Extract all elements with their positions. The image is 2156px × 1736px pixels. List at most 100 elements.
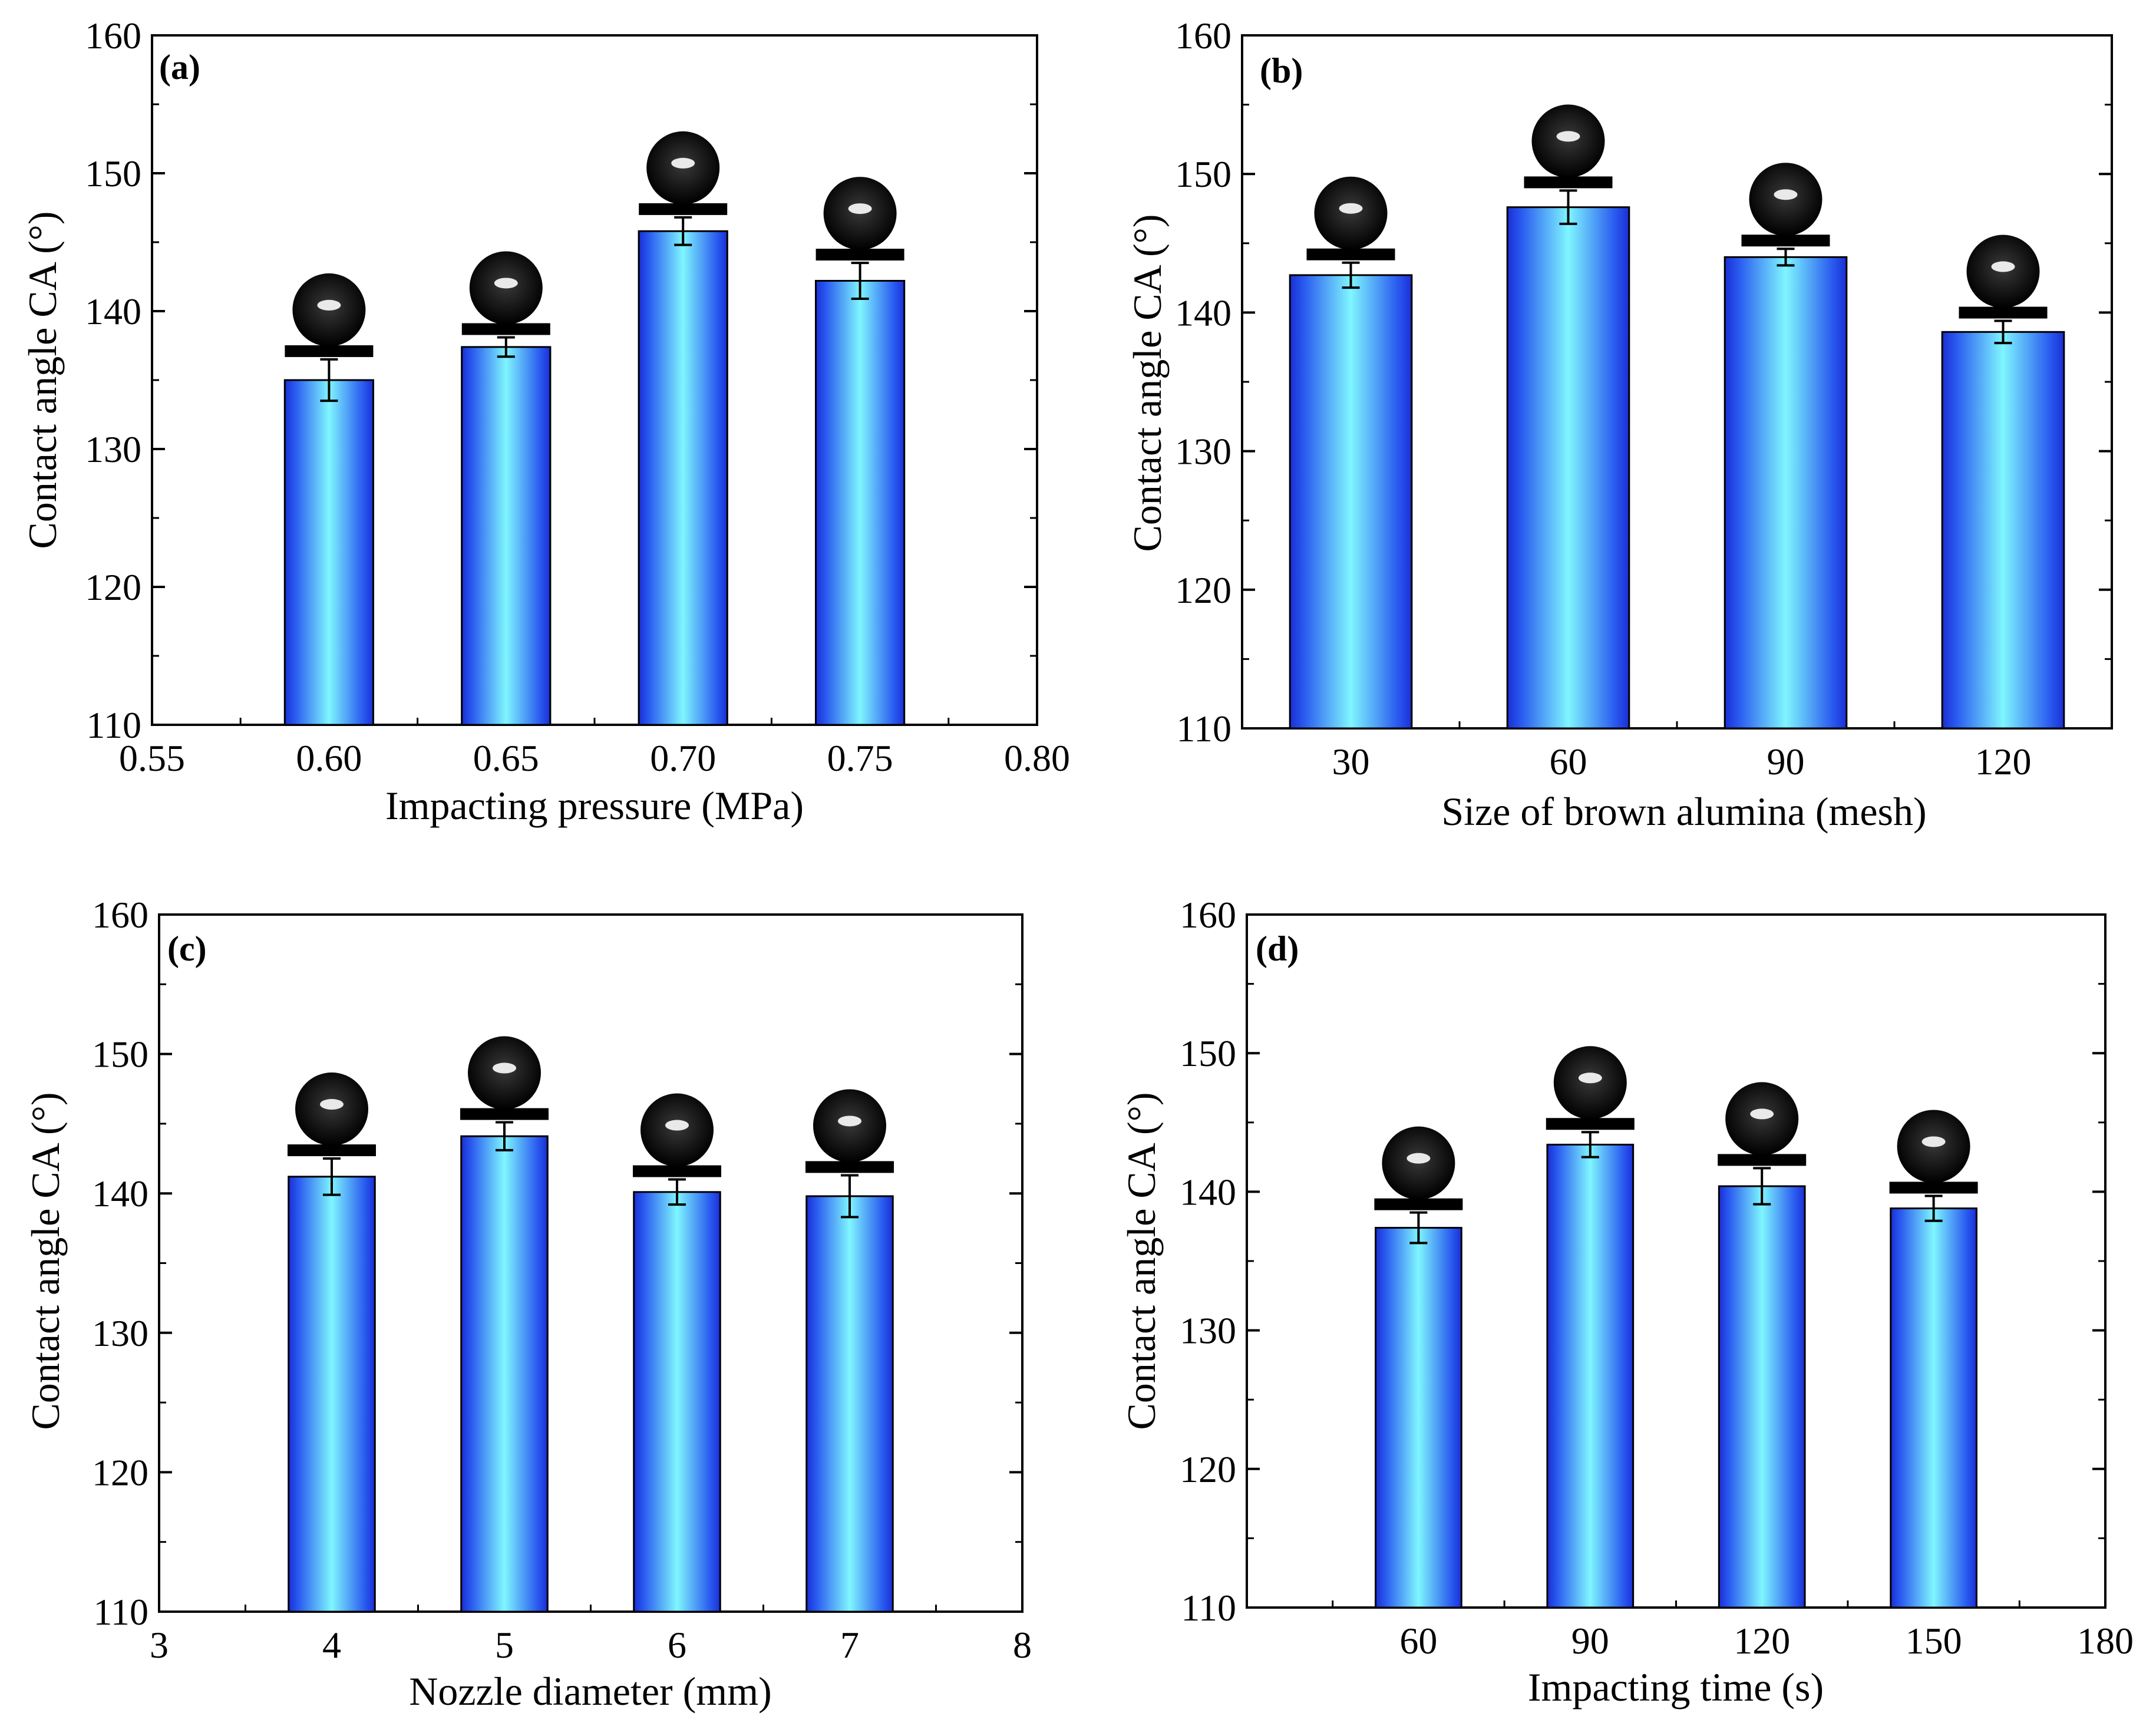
x-tick-label: 0.55 bbox=[119, 737, 185, 779]
y-tick-label: 120 bbox=[92, 1451, 148, 1493]
x-tick-label: 90 bbox=[1571, 1620, 1609, 1662]
y-tick-label: 130 bbox=[85, 428, 141, 470]
y-tick-label: 110 bbox=[1176, 708, 1231, 750]
x-axis-label: Impacting time (s) bbox=[1528, 1665, 1824, 1709]
bar bbox=[1506, 206, 1630, 730]
x-tick-label: 3 bbox=[150, 1624, 169, 1666]
x-axis-label: Impacting pressure (MPa) bbox=[385, 783, 804, 828]
y-ticks: 110 120 130 140 150 160 bbox=[92, 894, 1022, 1633]
bar bbox=[1375, 1227, 1462, 1609]
y-tick-label: 140 bbox=[1180, 1171, 1236, 1213]
x-tick-label: 6 bbox=[668, 1624, 686, 1666]
y-tick-label: 130 bbox=[1175, 431, 1231, 473]
y-ticks: 110 120 130 140 150 160 bbox=[85, 15, 1037, 746]
y-tick-label: 110 bbox=[1181, 1587, 1236, 1629]
x-tick-label: 7 bbox=[840, 1624, 859, 1666]
bar bbox=[1941, 331, 2065, 730]
droplet-inset bbox=[815, 177, 904, 261]
droplet-highlight-icon bbox=[838, 1115, 861, 1127]
bar bbox=[1724, 256, 1848, 730]
x-ticks: 3 4 5 6 7 8 bbox=[150, 1599, 1032, 1666]
droplet-highlight-icon bbox=[671, 157, 695, 169]
substrate-icon bbox=[285, 345, 374, 357]
substrate-icon bbox=[288, 1144, 376, 1157]
substrate-icon bbox=[461, 323, 550, 335]
x-tick-label: 120 bbox=[1975, 741, 2032, 783]
x-tick-label: 0.80 bbox=[1004, 737, 1070, 779]
panel-d: 110 120 130 140 150 160 60 90 120 150 180 (d) Imp… bbox=[1119, 894, 2134, 1709]
panel-c: 110 120 130 140 150 160 3 4 5 6 7 8 (c) Nozzle dia… bbox=[23, 894, 1032, 1714]
droplet-highlight-icon bbox=[494, 278, 518, 289]
bar bbox=[638, 230, 728, 726]
y-tick-label: 160 bbox=[85, 15, 141, 57]
y-axis-label: Contact angle CA (°) bbox=[1125, 214, 1170, 552]
droplet-inset bbox=[1374, 1126, 1463, 1210]
panel-label: (c) bbox=[167, 929, 207, 968]
y-tick-label: 130 bbox=[92, 1312, 148, 1354]
bar bbox=[805, 1195, 894, 1613]
droplet-inset bbox=[1718, 1082, 1807, 1166]
y-tick-label: 120 bbox=[1180, 1448, 1236, 1490]
y-tick-label: 150 bbox=[1175, 153, 1231, 195]
substrate-icon bbox=[1741, 235, 1830, 247]
y-axis-label: Contact angle CA (°) bbox=[1119, 1093, 1164, 1430]
droplet-inset bbox=[1959, 235, 2048, 319]
substrate-icon bbox=[460, 1108, 549, 1120]
y-tick-label: 120 bbox=[85, 566, 141, 608]
droplet-inset bbox=[1741, 163, 1830, 247]
substrate-icon bbox=[639, 203, 728, 215]
droplet-highlight-icon bbox=[317, 299, 341, 311]
droplet-inset bbox=[1306, 176, 1395, 260]
y-ticks: 110 120 130 140 150 160 bbox=[1175, 15, 2112, 750]
x-tick-label: 60 bbox=[1399, 1620, 1437, 1662]
droplet-inset bbox=[1524, 104, 1613, 189]
y-tick-label: 150 bbox=[1180, 1032, 1236, 1074]
droplet-inset bbox=[460, 1036, 549, 1120]
droplet-inset bbox=[461, 251, 550, 335]
y-tick-label: 140 bbox=[92, 1173, 148, 1214]
panel-b: 110 120 130 140 150 160 30 60 90 120 (b) Size of… bbox=[1125, 15, 2113, 834]
panel-label: (d) bbox=[1256, 929, 1299, 968]
bar bbox=[815, 280, 906, 726]
panel-label: (b) bbox=[1260, 51, 1303, 90]
bar bbox=[1890, 1207, 1977, 1609]
bar bbox=[1546, 1143, 1635, 1609]
substrate-icon bbox=[805, 1161, 894, 1173]
x-tick-label: 120 bbox=[1734, 1620, 1790, 1662]
x-ticks: 0.55 0.60 0.65 0.70 0.75 0.80 bbox=[119, 712, 1070, 779]
droplet-highlight-icon bbox=[320, 1099, 344, 1110]
droplet-inset bbox=[639, 131, 728, 215]
bar bbox=[1718, 1185, 1806, 1609]
x-tick-label: 90 bbox=[1767, 741, 1805, 783]
y-tick-label: 110 bbox=[86, 704, 141, 746]
droplet-highlight-icon bbox=[1991, 261, 2015, 272]
bars bbox=[1289, 104, 2065, 730]
x-tick-label: 0.70 bbox=[650, 737, 716, 779]
y-tick-label: 140 bbox=[1175, 292, 1231, 334]
substrate-icon bbox=[1959, 306, 2048, 319]
droplet-highlight-icon bbox=[1406, 1153, 1431, 1164]
bars bbox=[1374, 1046, 1978, 1609]
x-tick-label: 60 bbox=[1550, 741, 1587, 783]
x-tick-label: 8 bbox=[1013, 1624, 1032, 1666]
bar bbox=[283, 379, 374, 726]
substrate-icon bbox=[633, 1165, 721, 1177]
y-tick-label: 150 bbox=[85, 153, 141, 194]
x-tick-label: 5 bbox=[495, 1624, 514, 1666]
x-tick-label: 0.60 bbox=[296, 737, 362, 779]
droplet-highlight-icon bbox=[493, 1062, 516, 1074]
x-tick-label: 30 bbox=[1332, 741, 1370, 783]
droplet-inset bbox=[288, 1072, 376, 1157]
y-tick-label: 140 bbox=[85, 291, 141, 332]
bar bbox=[460, 1135, 549, 1613]
y-tick-label: 150 bbox=[92, 1034, 148, 1075]
droplet-inset bbox=[1546, 1046, 1635, 1130]
droplet-highlight-icon bbox=[1750, 1108, 1774, 1120]
y-axis-label: Contact angle CA (°) bbox=[20, 212, 65, 549]
y-ticks: 110 120 130 140 150 160 bbox=[1180, 894, 2105, 1629]
substrate-icon bbox=[1546, 1118, 1635, 1130]
x-tick-label: 0.75 bbox=[827, 737, 893, 779]
substrate-icon bbox=[1524, 176, 1613, 189]
